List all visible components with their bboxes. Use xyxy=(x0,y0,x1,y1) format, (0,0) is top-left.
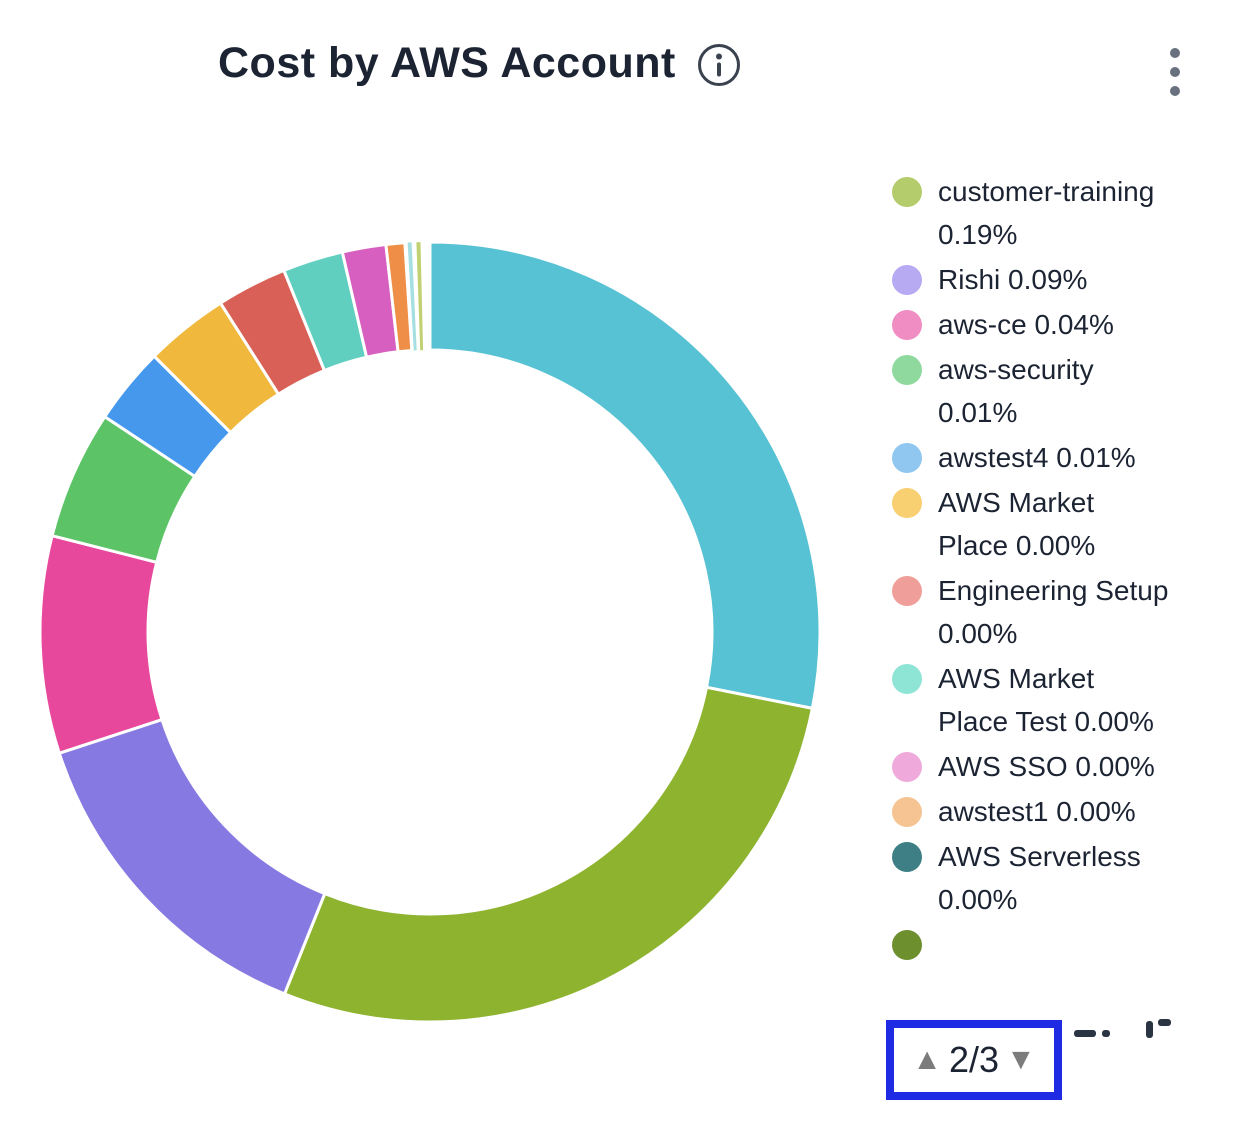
legend-item-label: Engineering Setup 0.00% xyxy=(938,575,1169,649)
clipped-legend-text-fragment xyxy=(1158,1019,1171,1026)
legend-item-label: AWS Serverless 0.00% xyxy=(938,841,1141,915)
legend-item[interactable]: AWS Serverless 0.00% xyxy=(892,835,1228,921)
legend-item[interactable]: AWS Market Place Test 0.00% xyxy=(892,657,1228,743)
legend-color-dot xyxy=(892,752,922,782)
legend-page-down-icon[interactable]: ▼ xyxy=(1006,1043,1036,1076)
donut-chart[interactable] xyxy=(35,237,825,1027)
legend-item[interactable]: Rishi 0.09% xyxy=(892,258,1228,301)
legend-color-dot xyxy=(892,310,922,340)
clipped-legend-text-fragment xyxy=(1074,1030,1096,1037)
donut-slice[interactable] xyxy=(38,534,164,755)
legend-item-label: aws-security 0.01% xyxy=(938,354,1094,428)
legend-item-label: Rishi 0.09% xyxy=(938,264,1088,295)
legend-item-label: customer-training 0.19% xyxy=(938,176,1155,250)
clipped-legend-text-fragment xyxy=(1102,1030,1110,1037)
legend-item[interactable]: awstest4 0.01% xyxy=(892,436,1228,479)
legend-color-dot xyxy=(892,842,922,872)
legend-item-label: AWS SSO 0.00% xyxy=(938,751,1155,782)
legend-item[interactable]: AWS SSO 0.00% xyxy=(892,745,1228,788)
page-title: Cost by AWS Account xyxy=(218,38,676,87)
legend-item-label: AWS Market Place Test 0.00% xyxy=(938,663,1154,737)
legend-item-label: awstest4 0.01% xyxy=(938,442,1136,473)
legend-color-dot xyxy=(892,664,922,694)
legend-color-dot xyxy=(892,443,922,473)
legend-item[interactable]: Engineering Setup 0.00% xyxy=(892,569,1228,655)
kebab-dot xyxy=(1170,48,1180,58)
clipped-legend-text-fragment xyxy=(1146,1021,1153,1038)
legend-color-dot xyxy=(892,265,922,295)
legend-color-dot xyxy=(892,576,922,606)
legend-item[interactable] xyxy=(892,923,1228,960)
kebab-dot xyxy=(1170,67,1180,77)
legend-page-up-icon[interactable]: ▲ xyxy=(912,1043,942,1076)
legend-color-dot xyxy=(892,355,922,385)
kebab-dot xyxy=(1170,86,1180,96)
donut-slice[interactable] xyxy=(428,240,822,710)
legend-item-label: AWS Market Place 0.00% xyxy=(938,487,1096,561)
legend-color-dot xyxy=(892,797,922,827)
legend-item[interactable]: aws-ce 0.04% xyxy=(892,303,1228,346)
donut-slice[interactable] xyxy=(407,242,417,351)
legend-item[interactable]: awstest1 0.00% xyxy=(892,790,1228,833)
legend-pagination: ▲ 2/3 ▼ xyxy=(886,1020,1062,1100)
legend-item-label: aws-ce 0.04% xyxy=(938,309,1114,340)
donut-slice[interactable] xyxy=(416,242,424,351)
legend-color-dot xyxy=(892,177,922,207)
legend-item-label: awstest1 0.00% xyxy=(938,796,1136,827)
kebab-menu-icon[interactable] xyxy=(1163,48,1187,96)
chart-legend: customer-training 0.19% Rishi 0.09% aws-ce… xyxy=(892,170,1228,962)
donut-slice[interactable] xyxy=(57,718,327,996)
donut-slice[interactable] xyxy=(384,241,414,354)
legend-page-label: 2/3 xyxy=(948,1039,1000,1080)
donut-slice[interactable] xyxy=(283,685,814,1024)
legend-item[interactable]: aws-security 0.01% xyxy=(892,348,1228,434)
legend-item[interactable]: customer-training 0.19% xyxy=(892,170,1228,256)
widget-header: Cost by AWS Account xyxy=(218,38,742,88)
legend-color-dot xyxy=(892,930,922,960)
legend-color-dot xyxy=(892,488,922,518)
legend-item[interactable]: AWS Market Place 0.00% xyxy=(892,481,1228,567)
info-icon[interactable] xyxy=(696,42,742,88)
